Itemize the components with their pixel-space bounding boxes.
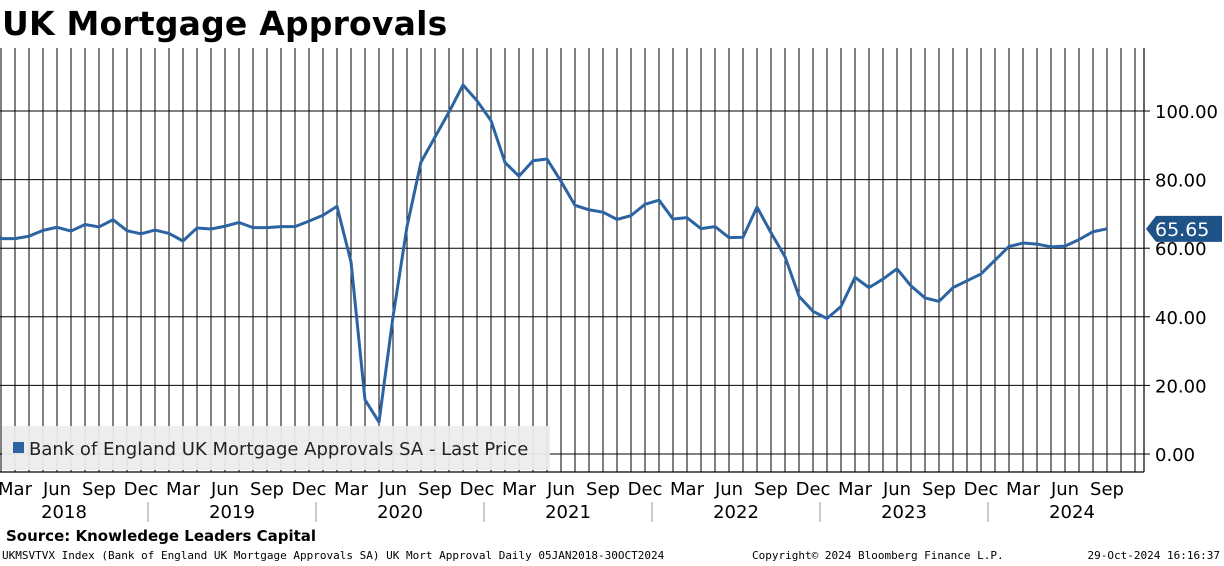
x-tick-month: Dec (460, 479, 495, 500)
x-tick-year: 2021 (545, 502, 591, 523)
x-tick-month: Dec (964, 479, 999, 500)
x-tick-month: Sep (586, 479, 620, 500)
x-tick-month: Jun (42, 479, 71, 500)
x-tick-month: Sep (1090, 479, 1124, 500)
last-value-marker: 65.65 (1146, 215, 1222, 242)
y-tick-label: 100.00 (1155, 102, 1218, 123)
x-tick-year: 2019 (209, 502, 255, 523)
legend-swatch (13, 442, 24, 453)
footer-timestamp: 29-Oct-2024 16:16:37 (1087, 549, 1220, 562)
x-tick-month: Mar (502, 479, 537, 500)
axes (0, 48, 1145, 473)
x-tick-month: Mar (838, 479, 873, 500)
x-tick-month: Dec (292, 479, 327, 500)
vertical-gridlines (0, 48, 1136, 472)
x-tick-month: Jun (378, 479, 407, 500)
footer-copyright: Copyright© 2024 Bloomberg Finance L.P. (752, 549, 1004, 562)
x-tick-month: Mar (166, 479, 201, 500)
x-tick-month: Dec (124, 479, 159, 500)
source-note: Source: Knowledege Leaders Capital (6, 527, 317, 545)
x-tick-month: Mar (670, 479, 705, 500)
y-tick-label: 0.00 (1155, 445, 1195, 466)
x-tick-month: Jun (546, 479, 575, 500)
y-tick-label: 80.00 (1155, 171, 1207, 192)
x-tick-month: Jun (1050, 479, 1079, 500)
x-tick-year: 2018 (41, 502, 87, 523)
x-tick-month: Jun (882, 479, 911, 500)
x-tick-year: 2024 (1049, 502, 1095, 523)
y-tick-label: 40.00 (1155, 308, 1207, 329)
x-tick-year: 2023 (881, 502, 927, 523)
x-tick-labels: Mar Jun Sep Dec Mar Jun Sep Dec Mar Jun Sep Dec Mar J… (0, 479, 1124, 523)
x-tick-month: Jun (210, 479, 239, 500)
chart-title: UK Mortgage Approvals (2, 4, 448, 43)
series-line (0, 83, 1108, 424)
x-tick-month: Mar (334, 479, 369, 500)
x-tick-month: Sep (82, 479, 116, 500)
x-tick-month: Jun (714, 479, 743, 500)
x-tick-month: Sep (754, 479, 788, 500)
y-tick-label: 20.00 (1155, 376, 1207, 397)
legend-box (2, 426, 550, 470)
legend: Bank of England UK Mortgage Approvals SA… (2, 426, 550, 470)
x-tick-month: Sep (922, 479, 956, 500)
footer-index-info: UKMSVTVX Index (Bank of England UK Mortg… (2, 549, 665, 562)
x-tick-month: Dec (628, 479, 663, 500)
x-tick-month: Mar (1006, 479, 1041, 500)
x-tick-year: 2020 (377, 502, 423, 523)
x-tick-month: Sep (250, 479, 284, 500)
x-tick-year: 2022 (713, 502, 759, 523)
y-tick-label: 60.00 (1155, 239, 1207, 260)
plot-area (0, 83, 1108, 424)
last-value-label: 65.65 (1155, 219, 1209, 241)
legend-label: Bank of England UK Mortgage Approvals SA… (29, 439, 528, 460)
y-tick-labels: 0.00 20.00 40.00 60.00 80.00 100.00 (1144, 102, 1218, 466)
last-value-badge (1146, 215, 1222, 242)
x-tick-month: Dec (796, 479, 831, 500)
x-tick-month: Mar (0, 479, 33, 500)
x-tick-month: Sep (418, 479, 452, 500)
horizontal-gridlines (0, 110, 1144, 455)
